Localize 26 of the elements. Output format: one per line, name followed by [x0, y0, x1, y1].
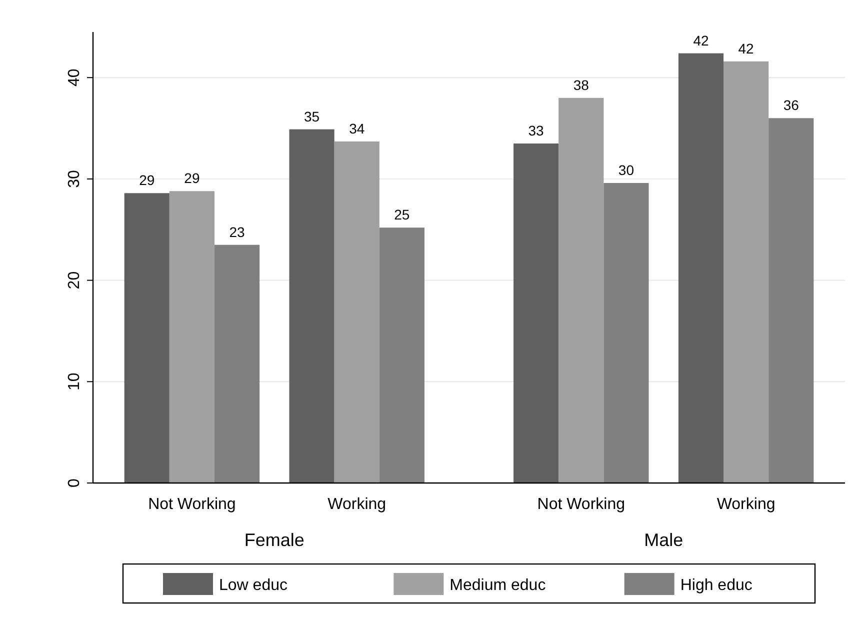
- text: Male: [644, 530, 684, 550]
- legend-label: High educ: [680, 577, 752, 594]
- y-tick-label: 10: [66, 372, 83, 391]
- x-tick-label: Working: [328, 496, 386, 513]
- data-label: 34: [349, 120, 365, 136]
- legend-label: Low educ: [219, 577, 288, 594]
- data-label: 36: [783, 97, 800, 114]
- data-label: 42: [693, 32, 709, 48]
- data-label: 29: [184, 170, 200, 186]
- data-label: 25: [394, 206, 410, 223]
- data-label: 35: [304, 108, 320, 124]
- y-tick-label: 20: [66, 271, 83, 290]
- y-tick-label: 0: [66, 478, 83, 488]
- y-tick-label: 30: [66, 170, 83, 188]
- legend-label: Medium educ: [450, 577, 546, 594]
- data-label: 29: [139, 172, 155, 188]
- data-label: 23: [229, 224, 246, 240]
- text: Female: [244, 530, 304, 550]
- data-label: 33: [528, 122, 544, 138]
- x-tick-label: Working: [716, 496, 776, 513]
- y-tick-label: 40: [66, 68, 83, 87]
- data-label: 42: [738, 40, 754, 56]
- x-tick-label: Not Working: [148, 496, 236, 513]
- data-label: 30: [618, 162, 634, 178]
- x-tick-label: Not Working: [537, 496, 626, 513]
- data-label: 38: [573, 76, 590, 93]
